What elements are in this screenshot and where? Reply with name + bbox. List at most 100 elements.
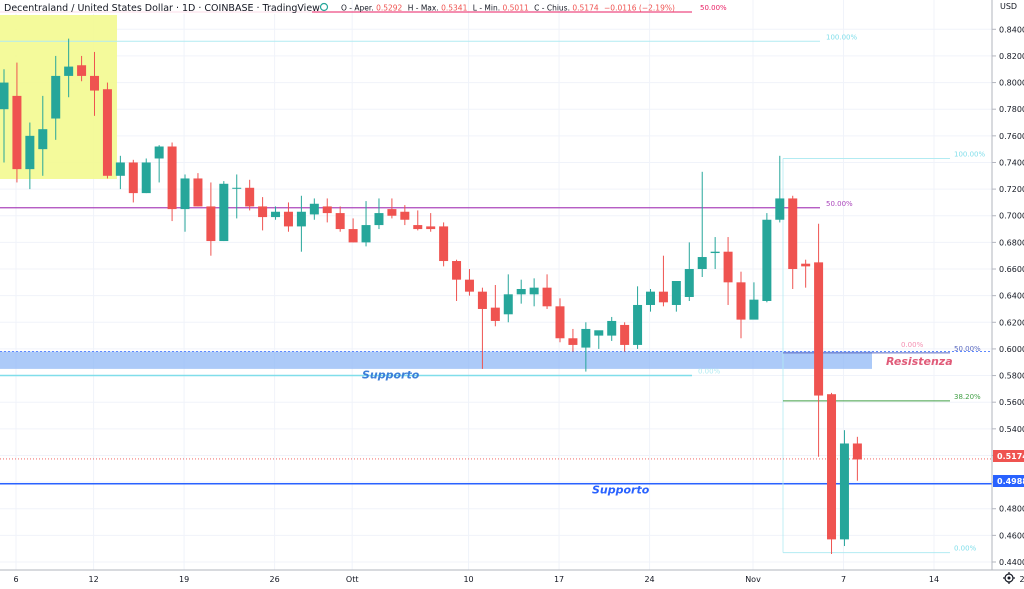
- currency-label: USD: [1000, 2, 1017, 11]
- candle[interactable]: [167, 142, 177, 222]
- candle[interactable]: [620, 322, 630, 352]
- candle[interactable]: [219, 181, 229, 242]
- high-label: H - Max.: [408, 4, 439, 13]
- candle[interactable]: [762, 213, 772, 303]
- candle[interactable]: [736, 271, 746, 339]
- status-dot-icon: [319, 2, 329, 12]
- candle[interactable]: [581, 322, 591, 372]
- candle[interactable]: [413, 210, 423, 231]
- candle-body: [516, 288, 526, 295]
- candle[interactable]: [387, 198, 397, 219]
- candle[interactable]: [788, 195, 798, 289]
- candle[interactable]: [361, 201, 371, 247]
- candle[interactable]: [723, 237, 733, 305]
- x-tick-label: 24: [644, 575, 654, 584]
- candle[interactable]: [555, 298, 565, 343]
- y-axis-labels[interactable]: 0.44000.46000.48000.50000.52000.54000.56…: [992, 25, 1024, 567]
- candle[interactable]: [335, 206, 345, 232]
- fib-label: 100.00%: [954, 150, 985, 158]
- candle[interactable]: [594, 330, 604, 349]
- candle-body: [736, 282, 746, 320]
- candle[interactable]: [348, 218, 358, 243]
- candle[interactable]: [607, 316, 617, 341]
- candle[interactable]: [710, 237, 720, 270]
- candle[interactable]: [77, 55, 87, 82]
- candle[interactable]: [283, 202, 293, 232]
- candle[interactable]: [193, 173, 203, 207]
- candle[interactable]: [542, 274, 552, 309]
- gear-icon[interactable]: [1003, 572, 1015, 584]
- svg-text:O - Aper. 0.5292: O - Aper. 0.5292 H - Max. 0.5341 L - Min…: [341, 4, 675, 13]
- candle[interactable]: [128, 159, 138, 203]
- candle-body: [503, 294, 513, 315]
- candle[interactable]: [141, 158, 151, 194]
- candle[interactable]: [12, 62, 22, 183]
- candle[interactable]: [697, 171, 707, 278]
- candle[interactable]: [38, 95, 48, 176]
- candle[interactable]: [775, 155, 785, 223]
- candle[interactable]: [477, 287, 487, 369]
- x-axis-labels[interactable]: 6 12 19 26 Ott 10 17 24 Nov 7 14 21: [13, 575, 1024, 584]
- candle[interactable]: [529, 278, 539, 307]
- candle[interactable]: [503, 274, 513, 323]
- candle[interactable]: [452, 259, 462, 301]
- candle[interactable]: [258, 197, 268, 231]
- candle[interactable]: [296, 195, 306, 252]
- candle[interactable]: [154, 145, 164, 183]
- candle[interactable]: [206, 182, 216, 256]
- candle[interactable]: [827, 392, 837, 555]
- candle[interactable]: [322, 198, 332, 223]
- candle-body: [361, 225, 371, 243]
- candle-body: [852, 443, 862, 460]
- candle[interactable]: [25, 122, 35, 190]
- candle[interactable]: [671, 281, 681, 312]
- candle[interactable]: [0, 69, 9, 163]
- candle[interactable]: [374, 198, 384, 230]
- candle-body: [529, 287, 539, 295]
- candle[interactable]: [646, 288, 655, 312]
- close-label: C - Chius.: [534, 4, 570, 13]
- candle[interactable]: [658, 255, 668, 307]
- candle[interactable]: [51, 55, 61, 140]
- candle-body: [245, 187, 255, 207]
- candle[interactable]: [814, 223, 824, 457]
- candle[interactable]: [684, 242, 694, 301]
- candle[interactable]: [309, 198, 319, 220]
- candle[interactable]: [400, 205, 410, 226]
- candle[interactable]: [439, 222, 449, 267]
- candle[interactable]: [102, 82, 112, 179]
- candle[interactable]: [801, 259, 811, 288]
- candle[interactable]: [490, 285, 500, 327]
- candle[interactable]: [426, 213, 436, 232]
- candle[interactable]: [232, 174, 242, 219]
- candle-body: [607, 320, 617, 336]
- fib-label: 38.20%: [954, 393, 981, 401]
- candle[interactable]: [852, 436, 862, 481]
- candle-body: [271, 211, 281, 218]
- close-value: 0.5174: [572, 4, 598, 13]
- candle[interactable]: [464, 269, 474, 296]
- x-tick-label: 26: [270, 575, 280, 584]
- candle-body: [426, 226, 436, 230]
- candle[interactable]: [90, 51, 100, 116]
- candle[interactable]: [839, 430, 849, 547]
- candle[interactable]: [633, 286, 643, 349]
- candle[interactable]: [245, 179, 255, 211]
- candle-body: [827, 394, 837, 540]
- candle[interactable]: [568, 328, 578, 352]
- candle[interactable]: [180, 174, 190, 232]
- candle[interactable]: [115, 155, 125, 190]
- candle-body: [141, 162, 151, 194]
- candlesticks[interactable]: [0, 38, 862, 555]
- candle[interactable]: [516, 279, 526, 304]
- candle-body: [490, 307, 500, 321]
- candle[interactable]: [64, 38, 74, 98]
- candle[interactable]: [749, 282, 759, 320]
- candle[interactable]: [271, 206, 281, 220]
- x-tick-label: 19: [179, 575, 189, 584]
